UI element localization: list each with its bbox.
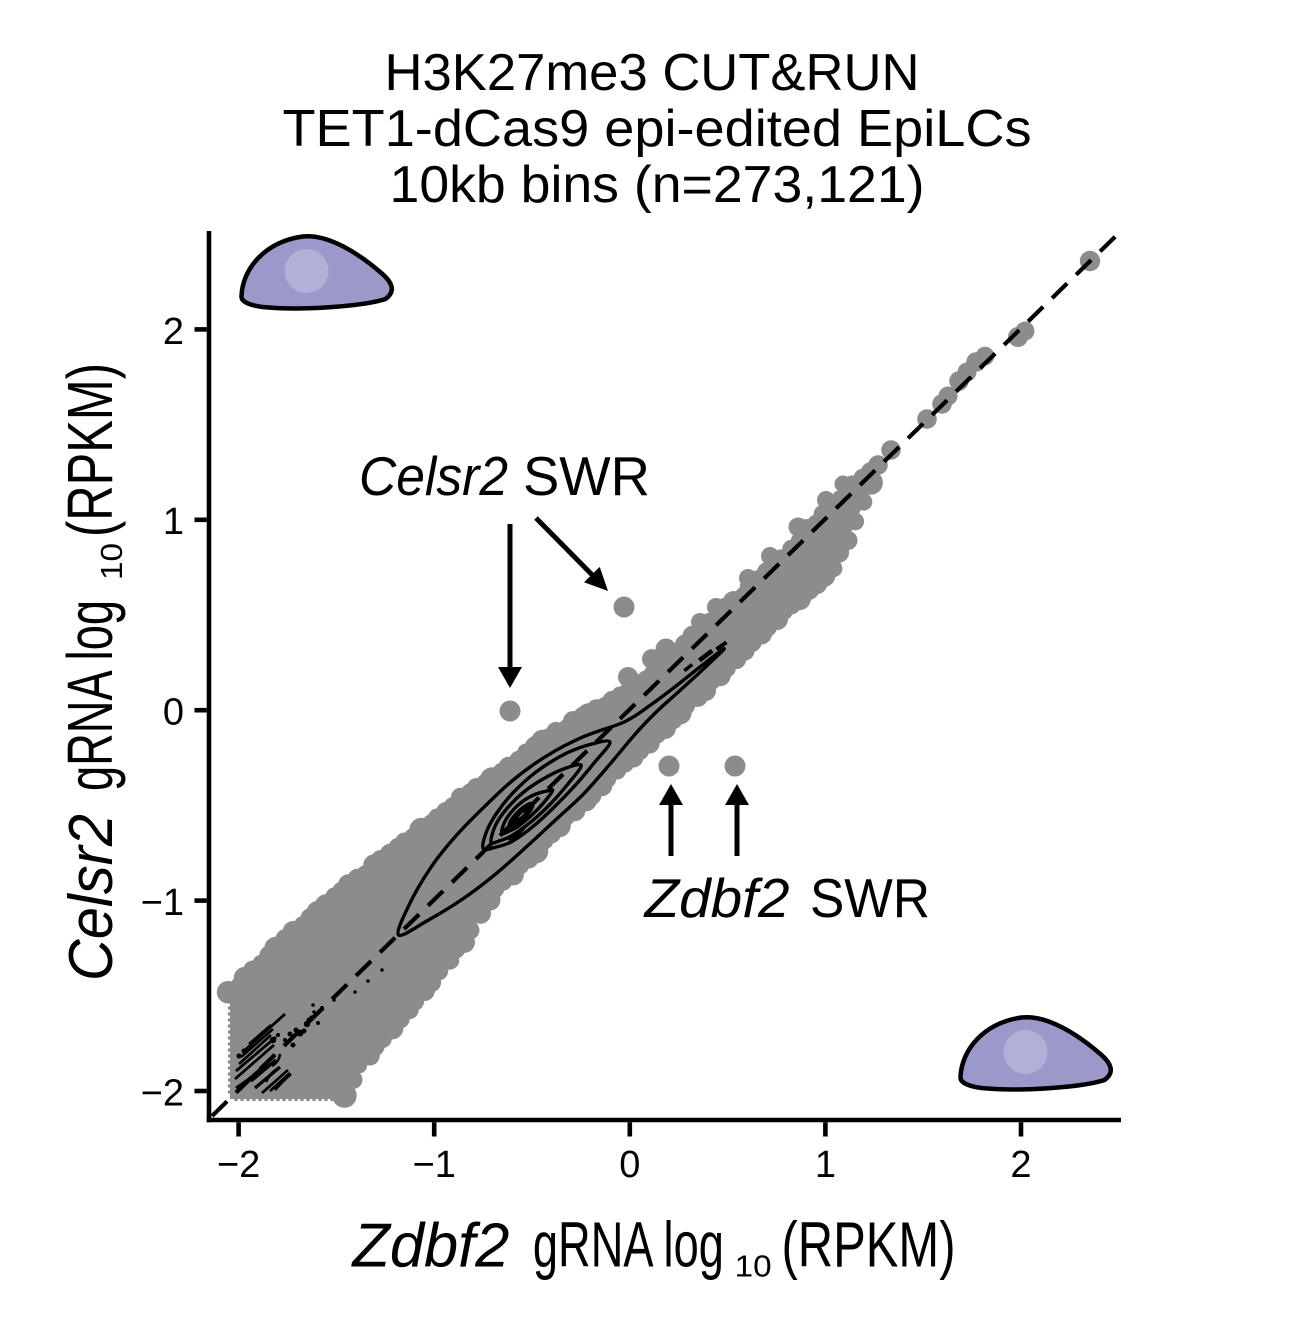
svg-text:Celsr2: Celsr2 [359,445,508,507]
svg-text:−2: −2 [217,1144,260,1186]
svg-text:SWR: SWR [523,445,650,507]
svg-text:Zdbf2: Zdbf2 [642,867,789,929]
svg-text:10: 10 [94,543,129,580]
svg-text:gRNA log: gRNA log [533,1209,724,1281]
svg-text:−1: −1 [413,1144,456,1186]
svg-text:10: 10 [735,1248,772,1283]
svg-text:−1: −1 [141,882,184,924]
svg-text:0: 0 [619,1144,640,1186]
svg-text:2: 2 [1010,1144,1031,1186]
svg-text:(RPKM): (RPKM) [782,1209,956,1281]
svg-text:H3K27me3 CUT&RUN: H3K27me3 CUT&RUN [385,44,920,102]
svg-text:SWR: SWR [810,867,930,929]
svg-text:TET1-dCas9 epi-edited EpiLCs: TET1-dCas9 epi-edited EpiLCs [283,100,1032,158]
svg-text:Zdbf2: Zdbf2 [350,1212,509,1281]
svg-text:−2: −2 [141,1072,184,1114]
svg-text:0: 0 [163,692,184,734]
svg-text:gRNA log: gRNA log [54,600,126,791]
svg-text:10kb bins (n=273,121): 10kb bins (n=273,121) [390,156,925,214]
svg-text:1: 1 [163,501,184,543]
svg-text:2: 2 [163,311,184,353]
svg-text:Celsr2: Celsr2 [57,814,126,981]
svg-text:(RPKM): (RPKM) [54,363,126,537]
svg-text:1: 1 [815,1144,836,1186]
